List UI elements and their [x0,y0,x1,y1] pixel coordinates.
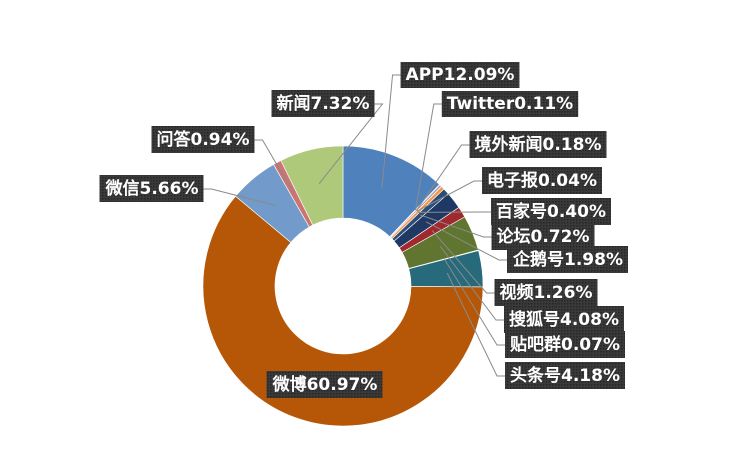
leader-line-企鹅号 [425,221,508,261]
data-label-box [441,91,579,117]
data-label-box [505,331,625,358]
data-label-box [491,198,611,225]
data-label-box [507,246,628,273]
data-label-text: 头条号4.18% [510,365,620,386]
data-label-企鹅号: 企鹅号1.98% [507,246,628,273]
data-label-box [482,167,602,194]
data-label-box [400,62,520,88]
data-label-box [271,90,375,117]
data-label-Twitter: Twitter0.11% [441,91,579,117]
leader-line-新闻 [318,103,384,185]
data-labels-layer: APP12.09% Twitter0.11% 境外新闻0.18% 电子报0.04% 百家… [99,62,628,398]
leader-line-电子报 [416,180,483,212]
data-label-text: 百家号0.40% [496,201,606,222]
leader-line-论坛 [420,214,492,238]
data-label-text: 微博60.97% [272,374,378,395]
data-label-box [99,175,204,202]
data-label-论坛: 论坛0.72% [491,223,595,250]
data-label-新闻: 新闻7.32% [271,90,375,117]
data-label-box [504,306,624,333]
data-label-box [266,371,383,398]
leader-line-APP [381,74,401,189]
leader-line-微信 [203,188,276,206]
data-label-微信: 微信5.66% [99,175,204,202]
slices-layer [202,145,484,427]
data-label-text: 搜狐号4.08% [509,309,619,330]
data-label-text: Twitter0.11% [447,94,573,114]
data-label-text: 贴吧群0.07% [510,334,620,355]
data-label-box [491,223,595,250]
leader-line-视频 [431,230,495,294]
data-label-搜狐号: 搜狐号4.08% [504,306,624,333]
leader-line-问答 [254,139,295,194]
slice-新闻 [280,145,344,226]
data-label-box [151,126,255,153]
data-label-百家号: 百家号0.40% [491,198,611,225]
data-label-境外新闻: 境外新闻0.18% [469,131,607,158]
leader-line-贴吧群 [444,258,506,346]
data-label-text: APP12.09% [406,65,515,85]
data-label-text: 微信5.66% [105,178,199,199]
data-label-APP: APP12.09% [400,62,520,88]
data-label-text: 视频1.26% [500,282,593,303]
leader-lines-layer [203,74,508,377]
data-label-视频: 视频1.26% [494,279,598,306]
data-label-box [494,279,598,306]
data-label-text: 问答0.94% [157,129,250,150]
data-label-text: 境外新闻0.18% [475,134,602,155]
data-label-电子报: 电子报0.04% [482,167,602,194]
slice-微博 [202,195,484,427]
data-label-text: 论坛0.72% [497,226,590,247]
data-label-贴吧群: 贴吧群0.07% [505,331,625,358]
data-label-text: 电子报0.04% [487,170,597,191]
leader-line-Twitter [415,103,442,211]
leader-line-境外新闻 [415,144,470,212]
data-label-box [505,362,625,389]
data-label-问答: 问答0.94% [151,126,255,153]
data-label-微博: 微博60.97% [266,371,383,398]
data-label-text: 企鹅号1.98% [512,249,623,270]
leader-line-搜狐号 [439,245,505,321]
data-label-box [469,131,607,158]
leader-line-头条号 [446,272,506,377]
data-label-头条号: 头条号4.18% [505,362,625,389]
data-label-text: 新闻7.32% [277,93,370,114]
